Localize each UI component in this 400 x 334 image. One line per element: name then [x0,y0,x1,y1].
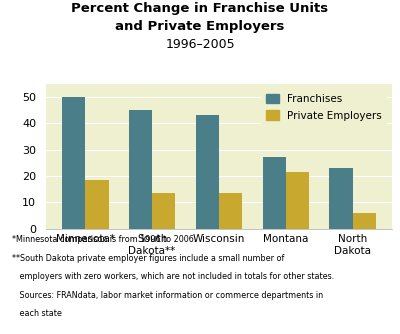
Bar [62,97,85,229]
Text: Sources: FRANdata, labor market information or commerce departments in: Sources: FRANdata, labor market informat… [12,291,323,300]
Text: *Minnesota comparison is from 1996 to 2006.: *Minnesota comparison is from 1996 to 20… [12,235,196,244]
Text: and Private Employers: and Private Employers [115,20,285,33]
Text: **South Dakota private employer figures include a small number of: **South Dakota private employer figures … [12,254,284,263]
Bar [262,157,286,229]
Bar [196,115,219,229]
Bar [330,168,353,229]
Text: 1996–2005: 1996–2005 [165,38,235,51]
Bar [85,180,108,229]
Text: employers with zero workers, which are not included in totals for other states.: employers with zero workers, which are n… [12,272,334,281]
Bar [152,193,176,229]
Bar [286,172,309,229]
Legend: Franchises, Private Employers: Franchises, Private Employers [261,89,387,126]
Text: Percent Change in Franchise Units: Percent Change in Franchise Units [72,2,328,15]
Bar [219,193,242,229]
Bar [353,213,376,229]
Bar [129,110,152,229]
Text: each state: each state [12,309,62,318]
